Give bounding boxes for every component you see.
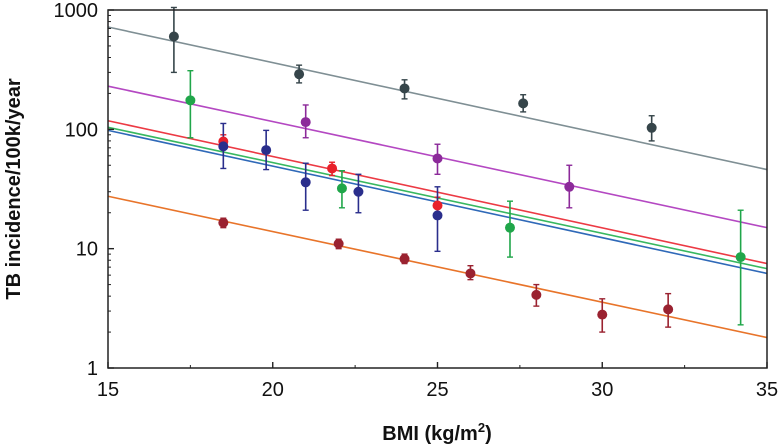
y-tick-label: 1 <box>87 358 98 380</box>
data-point <box>327 163 338 174</box>
data-point <box>465 268 476 279</box>
data-point <box>336 183 347 194</box>
x-tick-label: 35 <box>756 379 778 401</box>
data-point <box>399 253 410 264</box>
x-tick-label: 25 <box>426 379 448 401</box>
data-point <box>218 141 229 152</box>
data-point <box>518 98 529 109</box>
data-point <box>168 31 179 42</box>
data-point <box>432 200 443 211</box>
data-point <box>218 217 229 228</box>
data-point <box>353 186 364 197</box>
y-tick-label: 10 <box>76 239 98 261</box>
data-point <box>432 210 443 221</box>
data-point <box>663 304 674 315</box>
data-point <box>261 145 272 156</box>
data-points <box>168 31 746 320</box>
fit-line-6 <box>107 195 768 339</box>
data-point <box>504 222 515 233</box>
x-axis-title: BMI (kg/m2) <box>382 420 491 445</box>
y-tick-label: 100 <box>65 119 98 141</box>
data-point <box>432 153 443 164</box>
data-point <box>564 181 575 192</box>
data-point <box>300 117 311 128</box>
data-point <box>399 83 410 94</box>
error-bars <box>170 6 744 333</box>
y-axis-title: TB incidence/100k/year <box>3 78 25 299</box>
data-point <box>333 238 344 249</box>
data-point <box>185 95 196 106</box>
data-point <box>300 177 311 188</box>
data-point <box>294 69 305 80</box>
x-tick-label: 20 <box>262 379 284 401</box>
data-point <box>531 289 542 300</box>
error-bar <box>737 209 744 326</box>
fit-line-1 <box>107 26 768 171</box>
x-axis-ticks: 15 20 25 30 35 <box>97 362 778 401</box>
y-tick-label: 1000 <box>54 0 99 22</box>
data-point <box>646 122 657 133</box>
x-tick-label: 30 <box>591 379 613 401</box>
x-tick-label: 15 <box>97 379 119 401</box>
data-point <box>597 309 608 320</box>
fit-lines <box>107 26 768 339</box>
data-point <box>735 252 746 263</box>
y-axis-ticks: 1 10 100 1000 <box>54 0 114 380</box>
